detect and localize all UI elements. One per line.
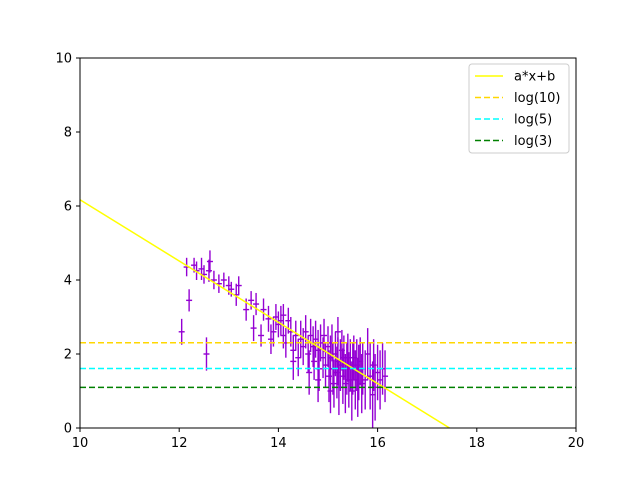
y-tick-label-2: 4 — [64, 274, 72, 289]
legend-label-3: log(3) — [514, 134, 552, 149]
data-point-16 — [235, 276, 242, 295]
data-point-19 — [253, 292, 260, 316]
data-point-69 — [348, 361, 355, 421]
y-axis: 0 2 4 6 8 10 — [55, 52, 80, 437]
data-point-18 — [248, 291, 255, 310]
data-point-77 — [358, 354, 365, 414]
legend: a*x+b log(10) log(5) log(3) — [468, 63, 570, 154]
y-tick-label-5: 10 — [55, 52, 72, 67]
data-point-88 — [382, 350, 389, 403]
data-points — [178, 250, 389, 428]
data-point-93 — [250, 315, 257, 342]
data-point-94 — [327, 368, 334, 414]
data-point-33 — [292, 320, 299, 351]
data-point-2 — [186, 289, 193, 312]
legend-label-0: a*x+b — [514, 70, 555, 85]
x-tick-label-5: 20 — [568, 436, 585, 451]
data-point-9 — [206, 250, 213, 273]
data-point-38 — [305, 335, 312, 373]
x-tick-label-2: 14 — [270, 436, 287, 451]
data-point-48 — [321, 318, 328, 353]
data-point-89 — [290, 342, 297, 380]
line-0 — [80, 199, 450, 428]
data-point-0 — [178, 318, 185, 345]
x-tick-label-0: 10 — [72, 436, 89, 451]
fit-lines — [80, 199, 576, 428]
y-tick-label-4: 8 — [64, 126, 72, 141]
data-point-24 — [270, 317, 277, 347]
data-point-8 — [205, 259, 212, 282]
legend-label-2: log(5) — [514, 113, 552, 128]
data-point-10 — [210, 270, 217, 290]
data-point-14 — [228, 281, 235, 297]
y-tick-label-3: 6 — [64, 200, 72, 215]
data-point-90 — [315, 357, 322, 403]
x-axis: 10 12 14 16 18 20 — [72, 428, 585, 451]
legend-label-1: log(10) — [514, 91, 561, 106]
legend-box — [468, 63, 570, 154]
data-point-55 — [330, 359, 337, 408]
data-point-22 — [265, 305, 272, 332]
data-point-12 — [220, 272, 227, 288]
data-point-91 — [334, 317, 341, 347]
x-tick-label-4: 18 — [469, 436, 486, 451]
x-tick-label-1: 12 — [171, 436, 188, 451]
x-tick-label-3: 16 — [369, 436, 386, 451]
data-point-92 — [280, 304, 287, 327]
data-point-21 — [260, 298, 267, 321]
y-tick-label-0: 0 — [64, 422, 72, 437]
plot-frame — [79, 57, 577, 429]
data-point-42 — [311, 342, 318, 380]
y-tick-label-1: 2 — [64, 348, 72, 363]
